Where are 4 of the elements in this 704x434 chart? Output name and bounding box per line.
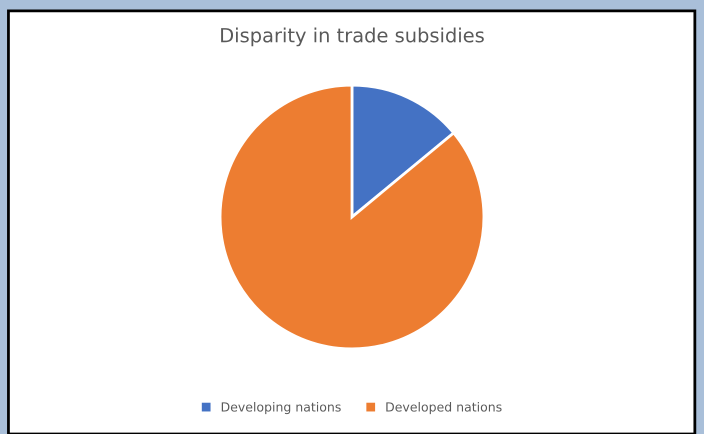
pie-slice xyxy=(218,84,486,350)
legend-label: Developing nations xyxy=(222,402,341,414)
legend-label: Developed nations xyxy=(386,402,502,414)
chart-title: Disparity in trade subsidies xyxy=(221,27,484,46)
